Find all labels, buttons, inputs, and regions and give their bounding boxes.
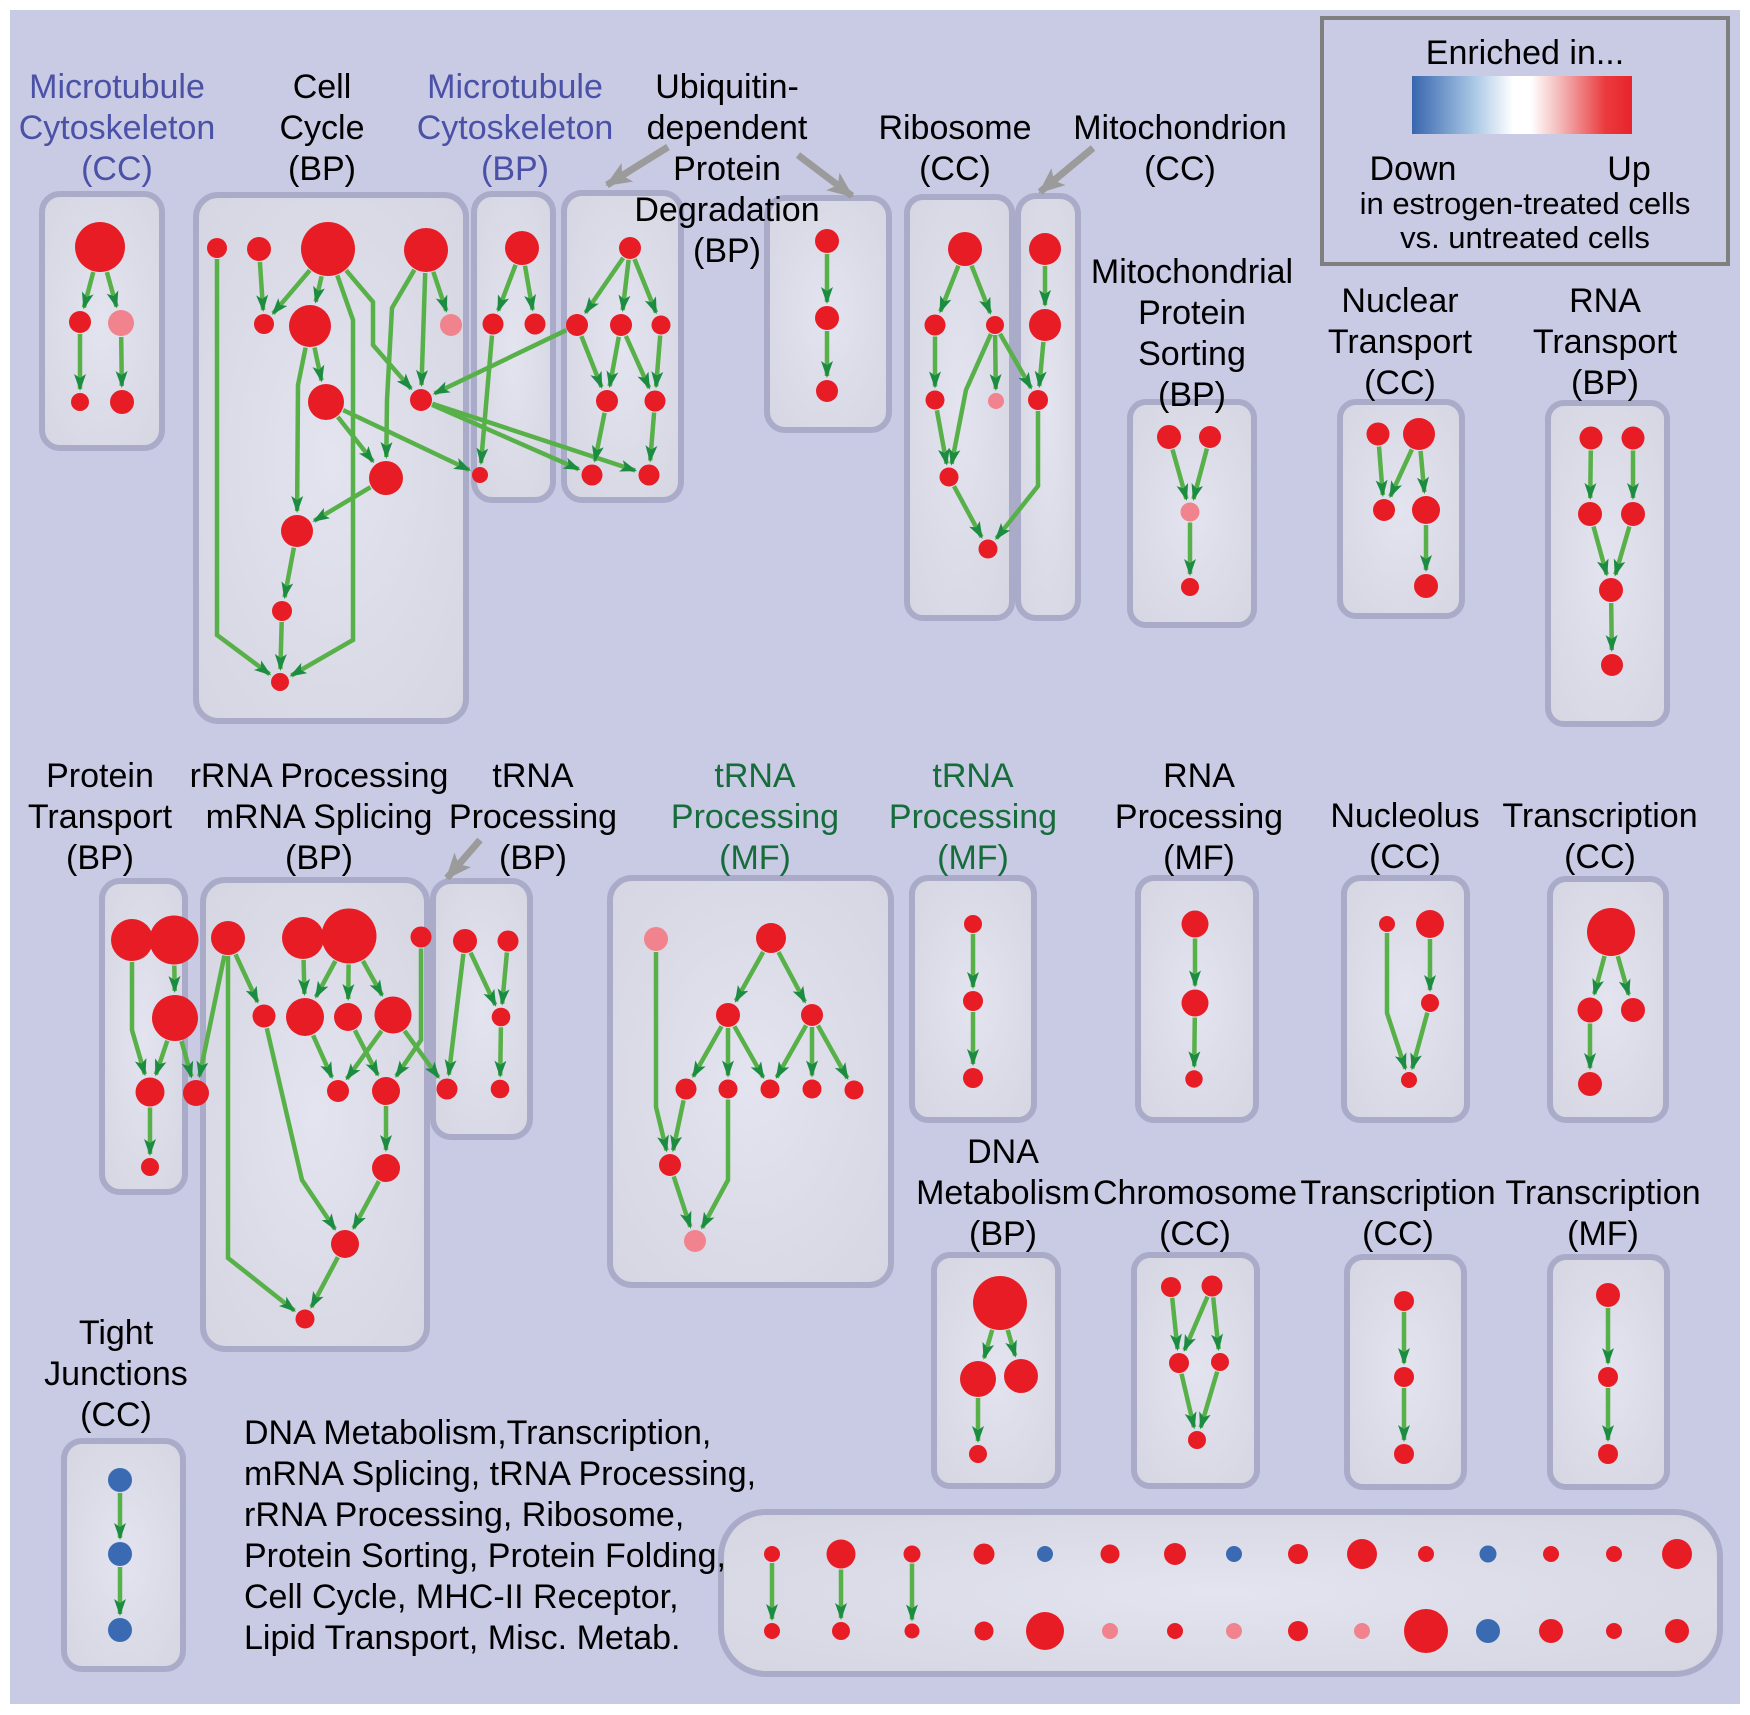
svg-text:mRNA Splicing, tRNA Processing: mRNA Splicing, tRNA Processing, [244,1455,756,1493]
svg-text:Transcription: Transcription [1502,797,1697,835]
svg-text:tRNA: tRNA [714,757,796,795]
svg-text:(BP): (BP) [969,1215,1037,1253]
svg-text:(MF): (MF) [1567,1215,1639,1253]
svg-text:Microtubule: Microtubule [29,68,205,106]
svg-text:(CC): (CC) [1369,838,1441,876]
svg-text:in estrogen-treated cells: in estrogen-treated cells [1360,186,1691,221]
svg-text:(BP): (BP) [66,839,134,877]
svg-text:Processing: Processing [1115,798,1283,836]
svg-text:(MF): (MF) [1163,839,1235,877]
svg-text:(BP): (BP) [499,839,567,877]
svg-text:tRNA: tRNA [492,757,574,795]
svg-text:Lipid Transport, Misc. Metab.: Lipid Transport, Misc. Metab. [244,1619,681,1657]
svg-text:Up: Up [1607,150,1650,188]
svg-text:Chromosome: Chromosome [1093,1174,1297,1212]
svg-text:Degradation: Degradation [634,191,819,229]
svg-text:Cytoskeleton: Cytoskeleton [417,109,614,147]
svg-text:Protein: Protein [673,150,781,188]
svg-text:(BP): (BP) [693,232,761,270]
svg-text:Ubiquitin-: Ubiquitin- [655,68,799,106]
svg-text:Cell: Cell [293,68,352,106]
svg-text:mRNA Splicing: mRNA Splicing [206,798,433,836]
svg-text:rRNA Processing, Ribosome,: rRNA Processing, Ribosome, [244,1496,684,1534]
svg-text:Metabolism: Metabolism [916,1174,1090,1212]
svg-text:Sorting: Sorting [1138,335,1246,373]
svg-text:RNA: RNA [1163,757,1235,795]
svg-text:Protein: Protein [1138,294,1246,332]
svg-text:rRNA Processing: rRNA Processing [190,757,449,795]
svg-text:(CC): (CC) [1144,150,1216,188]
svg-text:Tight: Tight [79,1314,154,1352]
svg-text:(CC): (CC) [1362,1215,1434,1253]
svg-text:dependent: dependent [647,109,808,147]
svg-text:vs. untreated cells: vs. untreated cells [1400,220,1650,255]
svg-text:Transcription: Transcription [1505,1174,1700,1212]
svg-text:(CC): (CC) [1364,364,1436,402]
svg-text:(MF): (MF) [937,839,1009,877]
svg-text:Transport: Transport [1533,323,1678,361]
svg-text:(CC): (CC) [81,150,153,188]
svg-text:Enriched in...: Enriched in... [1426,34,1624,72]
svg-text:Mitochondrion: Mitochondrion [1073,109,1287,147]
svg-text:(BP): (BP) [1571,364,1639,402]
svg-text:Protein: Protein [46,757,154,795]
svg-text:(CC): (CC) [1159,1215,1231,1253]
svg-text:RNA: RNA [1569,282,1641,320]
svg-text:Cytoskeleton: Cytoskeleton [19,109,216,147]
svg-text:DNA Metabolism,Transcription,: DNA Metabolism,Transcription, [244,1414,711,1452]
svg-text:tRNA: tRNA [932,757,1014,795]
svg-text:Junctions: Junctions [44,1355,188,1393]
svg-text:Nucleolus: Nucleolus [1330,797,1479,835]
svg-text:Transcription: Transcription [1300,1174,1495,1212]
svg-text:Cycle: Cycle [279,109,364,147]
svg-text:Transport: Transport [28,798,173,836]
svg-text:(CC): (CC) [1564,838,1636,876]
svg-text:Processing: Processing [449,798,617,836]
svg-text:Protein Sorting, Protein Foldi: Protein Sorting, Protein Folding, [244,1537,726,1575]
svg-text:(BP): (BP) [288,150,356,188]
svg-text:Nuclear: Nuclear [1341,282,1458,320]
svg-text:DNA: DNA [967,1133,1039,1171]
svg-text:Processing: Processing [671,798,839,836]
svg-text:Microtubule: Microtubule [427,68,603,106]
svg-text:(BP): (BP) [481,150,549,188]
svg-text:Processing: Processing [889,798,1057,836]
svg-text:Ribosome: Ribosome [878,109,1031,147]
svg-text:Transport: Transport [1328,323,1473,361]
svg-text:(BP): (BP) [1158,376,1226,414]
svg-text:Mitochondrial: Mitochondrial [1091,253,1293,291]
svg-text:(CC): (CC) [80,1396,152,1434]
svg-text:Down: Down [1370,150,1457,188]
svg-text:(BP): (BP) [285,839,353,877]
svg-text:(MF): (MF) [719,839,791,877]
svg-text:Cell Cycle, MHC-II Receptor,: Cell Cycle, MHC-II Receptor, [244,1578,679,1616]
svg-text:(CC): (CC) [919,150,991,188]
